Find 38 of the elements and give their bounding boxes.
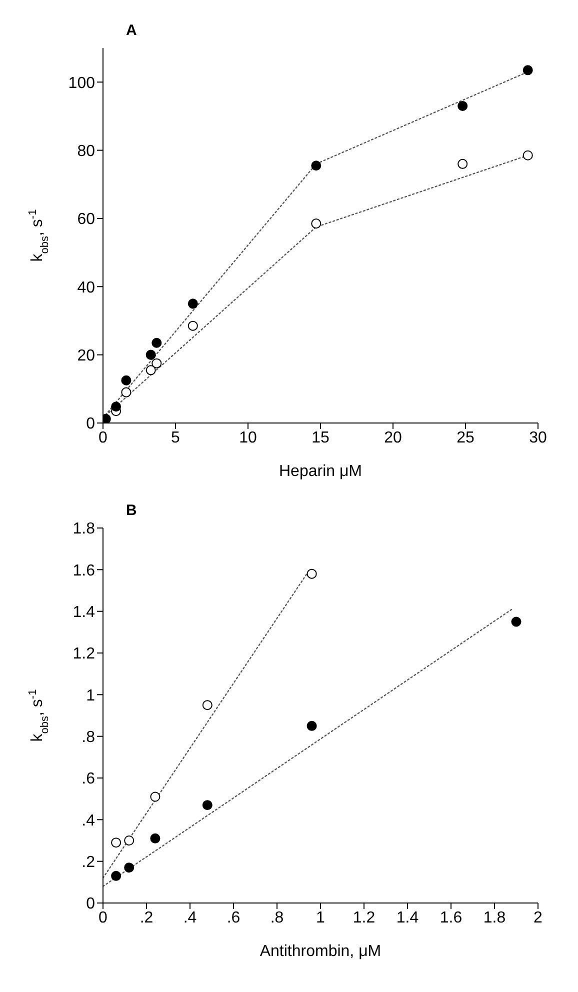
y-tick-label: 100 <box>68 74 96 92</box>
chart-title: B <box>126 502 137 519</box>
x-tick-label: 0 <box>98 429 108 446</box>
y-tick-label: 0 <box>86 416 96 433</box>
x-tick-label: 1.4 <box>396 909 419 926</box>
x-tick-label: 25 <box>456 429 474 446</box>
y-tick-label: 40 <box>77 279 96 296</box>
x-tick-label: 1.6 <box>440 909 462 926</box>
x-tick-label: .4 <box>183 909 197 926</box>
y-tick-label: 0 <box>86 896 96 913</box>
x-tick-label: 10 <box>239 429 257 446</box>
x-tick-label: 30 <box>529 429 547 446</box>
x-tick-label: .6 <box>226 909 240 926</box>
chart-title: A <box>126 22 137 39</box>
x-tick-label: 5 <box>171 429 180 446</box>
y-tick-label: 80 <box>77 142 96 160</box>
x-tick-label: 15 <box>312 429 330 446</box>
x-tick-label: 0 <box>98 909 108 926</box>
y-tick-label: 1.8 <box>72 520 96 538</box>
x-tick-label: 1 <box>316 909 326 926</box>
y-tick-label: 1 <box>86 687 96 704</box>
y-tick-label: .2 <box>82 854 96 872</box>
x-tick-label: 1.2 <box>352 909 376 926</box>
x-tick-label: 1.8 <box>483 909 506 926</box>
y-tick-label: 20 <box>77 348 96 364</box>
y-tick-label: 1.6 <box>72 562 96 580</box>
y-tick-label: .6 <box>82 770 96 788</box>
y-tick-label: 1.4 <box>72 604 96 622</box>
x-tick-label: .2 <box>140 909 154 926</box>
y-tick-label: 1.2 <box>72 646 96 663</box>
x-axis-title: Heparin μM <box>278 463 362 480</box>
x-axis-title: Antithrombin, μM <box>260 943 382 960</box>
y-tick-label: .4 <box>82 812 96 830</box>
x-tick-label: 20 <box>384 429 402 446</box>
x-tick-label: .8 <box>270 909 284 926</box>
y-tick-label: .8 <box>82 729 96 746</box>
y-tick-label: 60 <box>77 211 96 228</box>
x-tick-label: 2 <box>534 909 543 926</box>
